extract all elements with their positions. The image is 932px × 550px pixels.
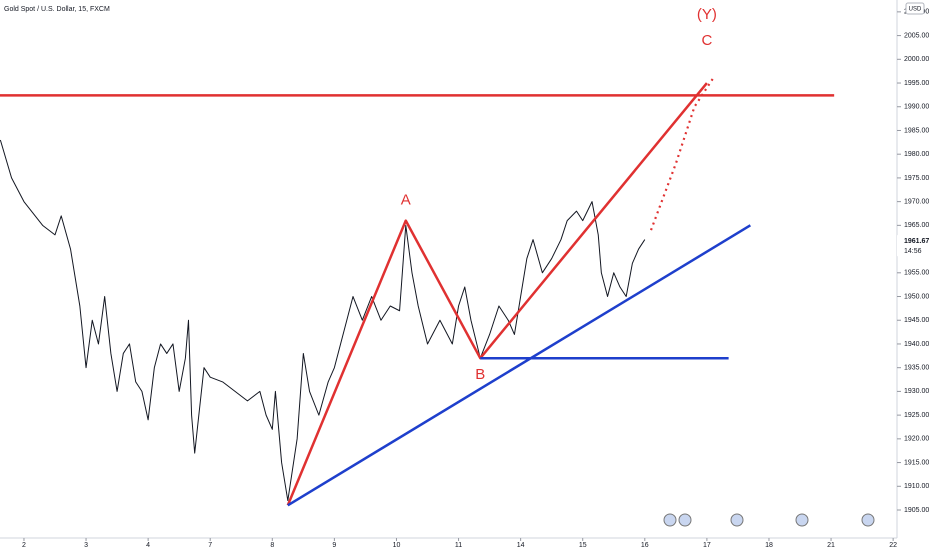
event-icon [730, 513, 744, 527]
currency-badge [905, 2, 925, 15]
event-icon [678, 513, 692, 527]
y-tick-label: 1925.00 [904, 412, 929, 419]
y-tick-label: 1905.00 [904, 507, 929, 514]
wave-label: C [701, 32, 712, 49]
price-badge-label: 1961.67 [904, 238, 929, 245]
y-tick-label: 1970.00 [904, 198, 929, 205]
x-tick-label: 9 [332, 542, 336, 549]
y-tick-label: 1975.00 [904, 175, 929, 182]
trend-line [286, 82, 708, 506]
price-line [0, 139, 646, 502]
y-tick-label: 1980.00 [904, 151, 929, 158]
y-tick-label: 1955.00 [904, 270, 929, 277]
x-tick-label: 2 [22, 542, 26, 549]
wave-label: B [475, 366, 485, 383]
x-tick-label: 10 [393, 542, 401, 549]
x-tick-label: 7 [208, 542, 212, 549]
x-tick-label: 8 [270, 542, 274, 549]
x-tick-label: 14 [517, 542, 525, 549]
y-tick-label: 1965.00 [904, 222, 929, 229]
y-tick-label: 1985.00 [904, 127, 929, 134]
x-tick-label: 15 [579, 542, 587, 549]
y-tick-label: 1950.00 [904, 293, 929, 300]
x-tick-label: 16 [641, 542, 649, 549]
chart-title: Gold Spot / U.S. Dollar, 15, FXCM [4, 6, 110, 13]
y-tick-label: 1940.00 [904, 341, 929, 348]
wave-degree-label: (Y) [697, 6, 717, 23]
x-tick-label: 11 [455, 542, 462, 549]
y-tick-label: 1910.00 [904, 483, 929, 490]
y-tick-label: 2005.00 [904, 32, 929, 39]
trend-line [287, 224, 751, 507]
event-icon [861, 513, 875, 527]
y-tick-label: 1990.00 [904, 104, 929, 111]
events [663, 513, 875, 527]
y-tick-label: 1920.00 [904, 436, 929, 443]
x-tick-label: 18 [765, 542, 773, 549]
y-tick-label: 1935.00 [904, 365, 929, 372]
x-tick-label: 4 [146, 542, 150, 549]
currency: USD [909, 7, 922, 13]
x-tick-label: 22 [889, 542, 897, 549]
event-icon [663, 513, 677, 527]
event-icon [795, 513, 809, 527]
x-tick-label: 17 [703, 542, 711, 549]
y-tick-label: 2000.00 [904, 56, 929, 63]
x-tick-label: 21 [827, 542, 835, 549]
price-badge [897, 235, 932, 257]
y-tick-label: 1915.00 [904, 459, 929, 466]
wave-label: A [401, 192, 411, 209]
y-tick-label: 1995.00 [904, 80, 929, 87]
countdown: 14:56 [904, 248, 922, 255]
x-tick-label: 3 [84, 542, 88, 549]
y-tick-label: 1930.00 [904, 388, 929, 395]
y-tick-label: 1945.00 [904, 317, 929, 324]
